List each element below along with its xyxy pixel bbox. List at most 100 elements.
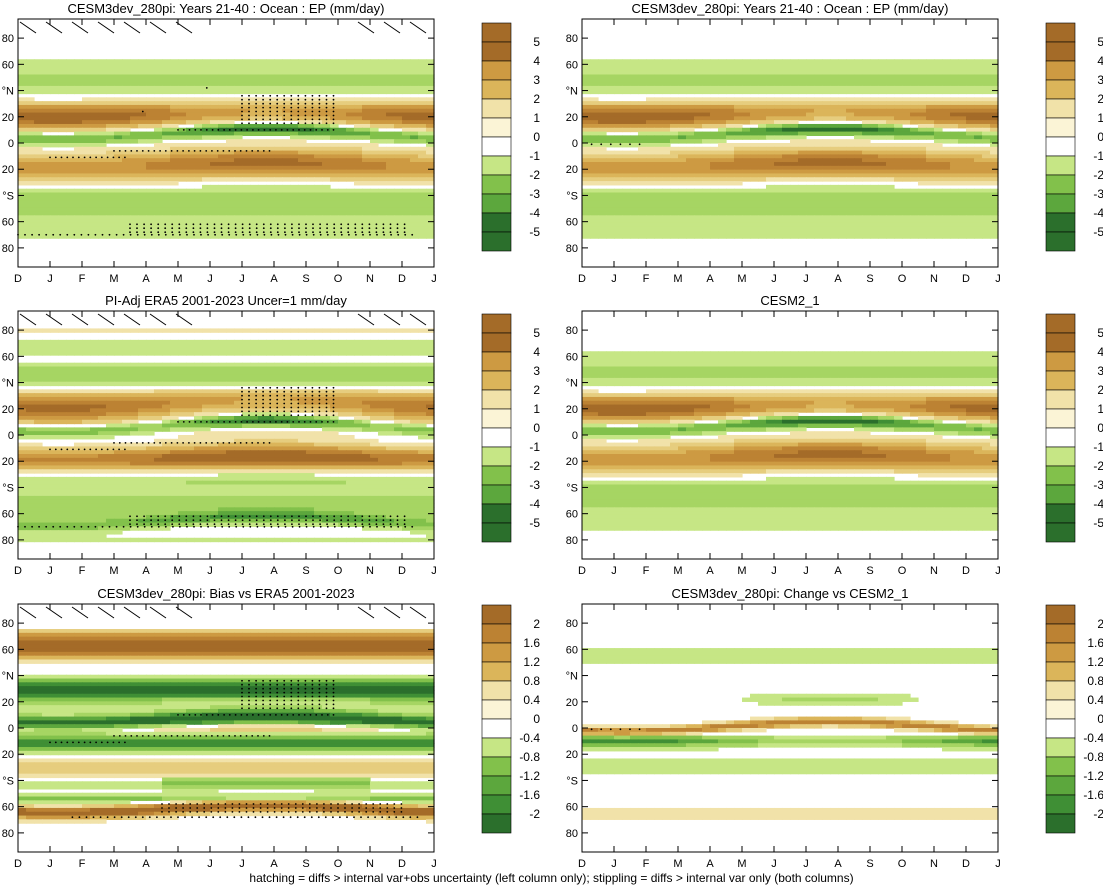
field-cell	[702, 150, 711, 156]
stipple-dot	[403, 227, 406, 230]
field-cell	[274, 89, 283, 95]
field-cell	[974, 207, 983, 213]
field-cell	[694, 131, 703, 136]
stipple-dot	[248, 106, 250, 109]
field-cell	[154, 63, 163, 68]
field-cell	[218, 222, 227, 228]
field-cell	[646, 112, 655, 117]
field-cell	[90, 63, 99, 68]
stipple-dot	[290, 94, 293, 97]
field-cell	[154, 154, 163, 159]
field-cell	[266, 177, 275, 182]
field-cell	[170, 66, 179, 72]
field-cell	[178, 196, 187, 201]
field-cell	[974, 97, 983, 102]
field-cell	[614, 215, 623, 220]
stipple-dot	[141, 150, 144, 152]
field-cell	[186, 196, 195, 201]
field-cell	[990, 135, 999, 140]
field-cell	[306, 158, 315, 163]
field-cell	[766, 101, 775, 106]
field-cell	[622, 196, 631, 201]
field-cell	[590, 97, 599, 102]
field-cell	[878, 177, 887, 182]
field-cell	[974, 116, 983, 121]
field-cell	[886, 89, 895, 95]
field-cell	[234, 139, 243, 144]
field-cell	[282, 188, 291, 194]
field-cell	[186, 143, 195, 148]
field-cell	[902, 97, 911, 102]
field-cell	[282, 108, 291, 114]
field-cell	[26, 63, 35, 68]
field-cell	[266, 192, 275, 197]
field-cell	[314, 146, 323, 152]
field-cell	[606, 165, 615, 171]
field-cell	[34, 82, 43, 87]
field-cell	[742, 203, 751, 209]
field-cell	[718, 165, 727, 171]
field-cell	[298, 66, 307, 72]
field-cell	[266, 219, 275, 224]
field-cell	[210, 97, 219, 102]
field-cell	[162, 162, 171, 167]
field-cell	[50, 234, 59, 239]
field-cell	[354, 192, 363, 197]
field-cell	[902, 169, 911, 175]
field-cell	[814, 234, 823, 239]
field-cell	[298, 108, 307, 114]
x-tick-label: N	[366, 273, 374, 285]
field-cell	[694, 154, 703, 159]
field-cell	[790, 215, 799, 220]
field-cell	[782, 207, 791, 213]
field-cell	[862, 215, 871, 220]
field-cell	[178, 146, 187, 152]
field-cell	[426, 203, 435, 209]
field-cell	[330, 116, 339, 121]
stipple-dot	[241, 94, 243, 97]
field-cell	[362, 66, 371, 72]
field-cell	[822, 184, 831, 190]
field-cell	[702, 59, 711, 64]
field-cell	[42, 234, 51, 239]
field-cell	[926, 203, 935, 209]
field-cell	[306, 101, 315, 106]
field-cell	[982, 196, 991, 201]
stipple-dot	[383, 233, 385, 236]
stipple-dot	[312, 233, 315, 236]
field-cell	[346, 173, 355, 178]
field-cell	[870, 59, 879, 64]
field-cell	[694, 104, 703, 110]
field-cell	[178, 101, 187, 106]
field-cell	[402, 192, 411, 197]
stipple-dot	[255, 114, 257, 117]
field-cell	[814, 78, 823, 83]
field-cell	[66, 127, 75, 133]
field-cell	[790, 192, 799, 197]
field-cell	[250, 82, 259, 87]
field-cell	[146, 120, 155, 125]
field-cell	[934, 101, 943, 106]
field-cell	[846, 154, 855, 159]
stipple-dot	[193, 150, 196, 152]
field-cell	[50, 165, 59, 171]
field-cell	[218, 192, 227, 197]
field-cell	[654, 112, 663, 117]
field-cell	[122, 234, 131, 239]
colorbar-label: 5	[533, 35, 540, 49]
field-cell	[114, 181, 123, 186]
field-cell	[814, 162, 823, 167]
field-cell	[806, 82, 815, 87]
field-cell	[894, 108, 903, 114]
field-cell	[774, 108, 783, 114]
field-cell	[98, 215, 107, 220]
field-cell	[98, 123, 107, 129]
field-cell	[894, 173, 903, 178]
field-cell	[678, 173, 687, 178]
field-cell	[958, 131, 967, 136]
field-cell	[34, 192, 43, 197]
field-cell	[194, 143, 203, 148]
field-cell	[242, 112, 251, 117]
field-cell	[82, 196, 91, 201]
field-cell	[58, 230, 67, 235]
